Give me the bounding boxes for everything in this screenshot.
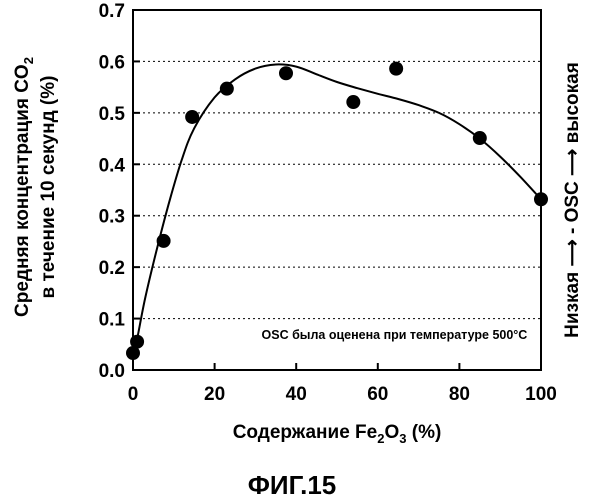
x-axis-label-prefix: Содержание Fe bbox=[233, 422, 378, 443]
trend-curve-layer bbox=[133, 64, 541, 354]
y-axis-label-line1: Средняя концентрация CO2 bbox=[12, 57, 36, 317]
data-point bbox=[346, 95, 360, 109]
x-tick-label: 0 bbox=[128, 384, 139, 405]
x-tick-label: 100 bbox=[525, 384, 557, 405]
y-axis-label-line1-sub: 2 bbox=[21, 57, 36, 64]
plot-area-frame bbox=[133, 10, 541, 370]
y-axis-label-line1-text: Средняя концентрация CO bbox=[12, 64, 33, 317]
x-axis-label-mid: O bbox=[384, 422, 399, 443]
y-tick-label: 0.5 bbox=[99, 104, 126, 125]
data-point bbox=[157, 234, 171, 248]
data-point bbox=[473, 131, 487, 145]
y-tick-label: 0.3 bbox=[99, 207, 125, 228]
x-tick-label: 60 bbox=[367, 384, 388, 405]
data-point bbox=[220, 82, 234, 96]
x-axis-label-sub2: 3 bbox=[399, 431, 406, 446]
x-tick-label: 20 bbox=[204, 384, 225, 405]
x-axis-label-sub1: 2 bbox=[377, 431, 384, 446]
y-tick-label: 0.4 bbox=[99, 155, 126, 176]
figure-caption: ФИГ.15 bbox=[248, 470, 337, 500]
annotation: OSC была оценена при температуре 500°C bbox=[262, 328, 528, 342]
data-point bbox=[279, 66, 293, 80]
y-tick-label: 0.1 bbox=[99, 310, 126, 331]
y-tick-label: 0.0 bbox=[99, 361, 125, 382]
y-tick-label: 0.7 bbox=[99, 1, 125, 22]
data-point bbox=[389, 62, 403, 76]
x-tick-label: 40 bbox=[286, 384, 307, 405]
x-axis-label-suffix: (%) bbox=[406, 422, 441, 443]
y-axis-label-line2: в течение 10 секунд (%) bbox=[38, 76, 59, 299]
y-tick-label: 0.6 bbox=[99, 52, 125, 73]
data-point bbox=[185, 110, 199, 124]
grid-lines bbox=[133, 61, 541, 318]
data-points bbox=[126, 62, 548, 360]
osc-scale-label: Низкая ⟶ - OSC ⟶ высокая bbox=[562, 62, 583, 338]
y-tick-label: 0.2 bbox=[99, 258, 125, 279]
x-tick-label: 80 bbox=[449, 384, 470, 405]
trend-curve bbox=[133, 64, 541, 354]
x-axis-label: Содержание Fe2O3 (%) bbox=[233, 422, 442, 446]
